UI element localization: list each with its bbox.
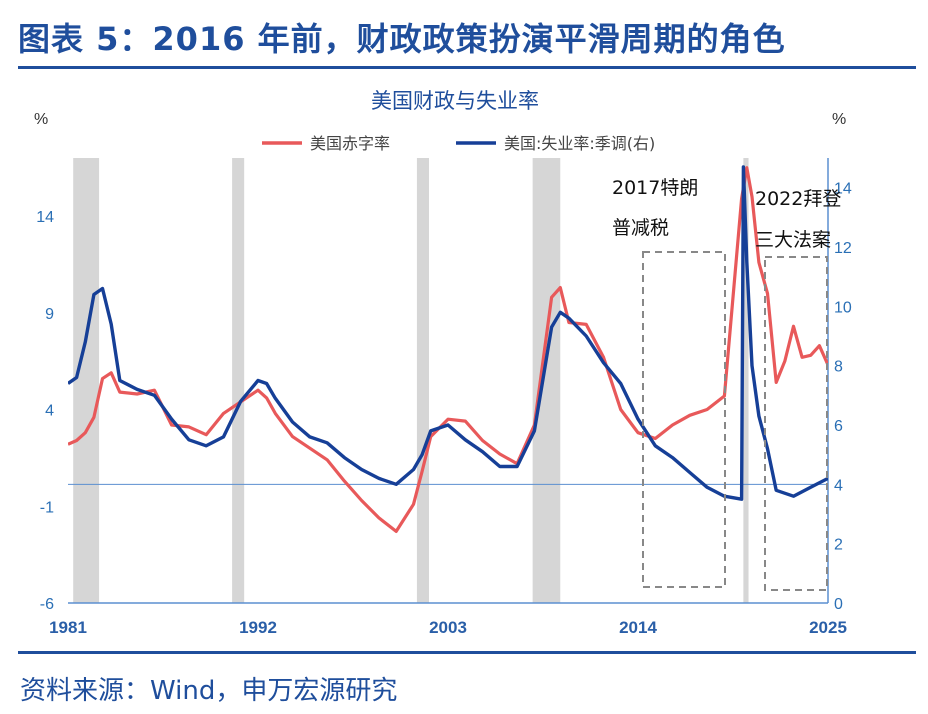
right-axis-unit: %: [832, 111, 846, 128]
annotation-trump-line1: 2017特朗: [612, 177, 698, 199]
left-axis-unit: %: [34, 111, 48, 128]
series-line-unemployment: [68, 165, 828, 501]
left-tick-label: 9: [45, 306, 54, 323]
x-tick-label: 2003: [429, 618, 467, 637]
recession-band-2: [232, 158, 245, 603]
annotation-trump-tax-cut: 2017特朗 普减税: [612, 177, 726, 588]
right-tick-label: 8: [834, 359, 843, 376]
annotation-trump-box: [642, 251, 726, 588]
right-tick-label: 4: [834, 477, 843, 494]
right-tick-label: 14: [834, 181, 852, 198]
legend-label-unemployment: 美国:失业率:季调(右): [504, 134, 655, 153]
chart-title: 美国财政与失业率: [371, 89, 539, 113]
source-note: 资料来源：Wind，申万宏源研究: [20, 676, 398, 706]
x-tick-label: 2014: [619, 618, 657, 637]
x-tick-label: 1992: [239, 618, 277, 637]
legend: 美国赤字率 美国:失业率:季调(右): [262, 134, 655, 153]
series-line-deficit: [68, 166, 828, 533]
recession-band-3: [416, 158, 429, 603]
x-tick-label: 1981: [49, 618, 87, 637]
annotation-biden-line1: 2022拜登: [755, 188, 841, 210]
annotation-biden-line2: 三大法案: [755, 229, 831, 251]
annotation-biden-box: [764, 256, 828, 591]
series-layer: [68, 165, 828, 533]
recession-shading: [73, 158, 749, 603]
left-tick-label: 14: [36, 209, 54, 226]
right-tick-label: 0: [834, 596, 843, 613]
right-tick-label: 10: [834, 299, 852, 316]
right-tick-label: 6: [834, 418, 843, 435]
recession-band-5: [743, 158, 749, 603]
left-tick-label: -6: [40, 596, 54, 613]
source-rule: [18, 651, 916, 654]
left-tick-label: 4: [45, 403, 54, 420]
figure-title: 图表 5：2016 年前，财政政策扮演平滑周期的角色: [18, 20, 786, 58]
right-tick-label: 2: [834, 537, 843, 554]
annotation-biden-bills: 2022拜登 三大法案: [755, 188, 841, 591]
left-tick-label: -1: [40, 499, 54, 516]
x-tick-label: 2025: [809, 618, 847, 637]
right-tick-label: 12: [834, 240, 852, 257]
recession-band-4: [532, 158, 561, 603]
legend-label-deficit: 美国赤字率: [310, 134, 390, 153]
chart-canvas: 美国财政与失业率 % % 美国赤字率 美国:失业率:季调(右) -6 -1 4 9 14…: [34, 89, 852, 637]
title-rule: [18, 66, 916, 69]
recession-band-1: [73, 158, 100, 603]
annotation-trump-line2: 普减税: [612, 217, 669, 239]
